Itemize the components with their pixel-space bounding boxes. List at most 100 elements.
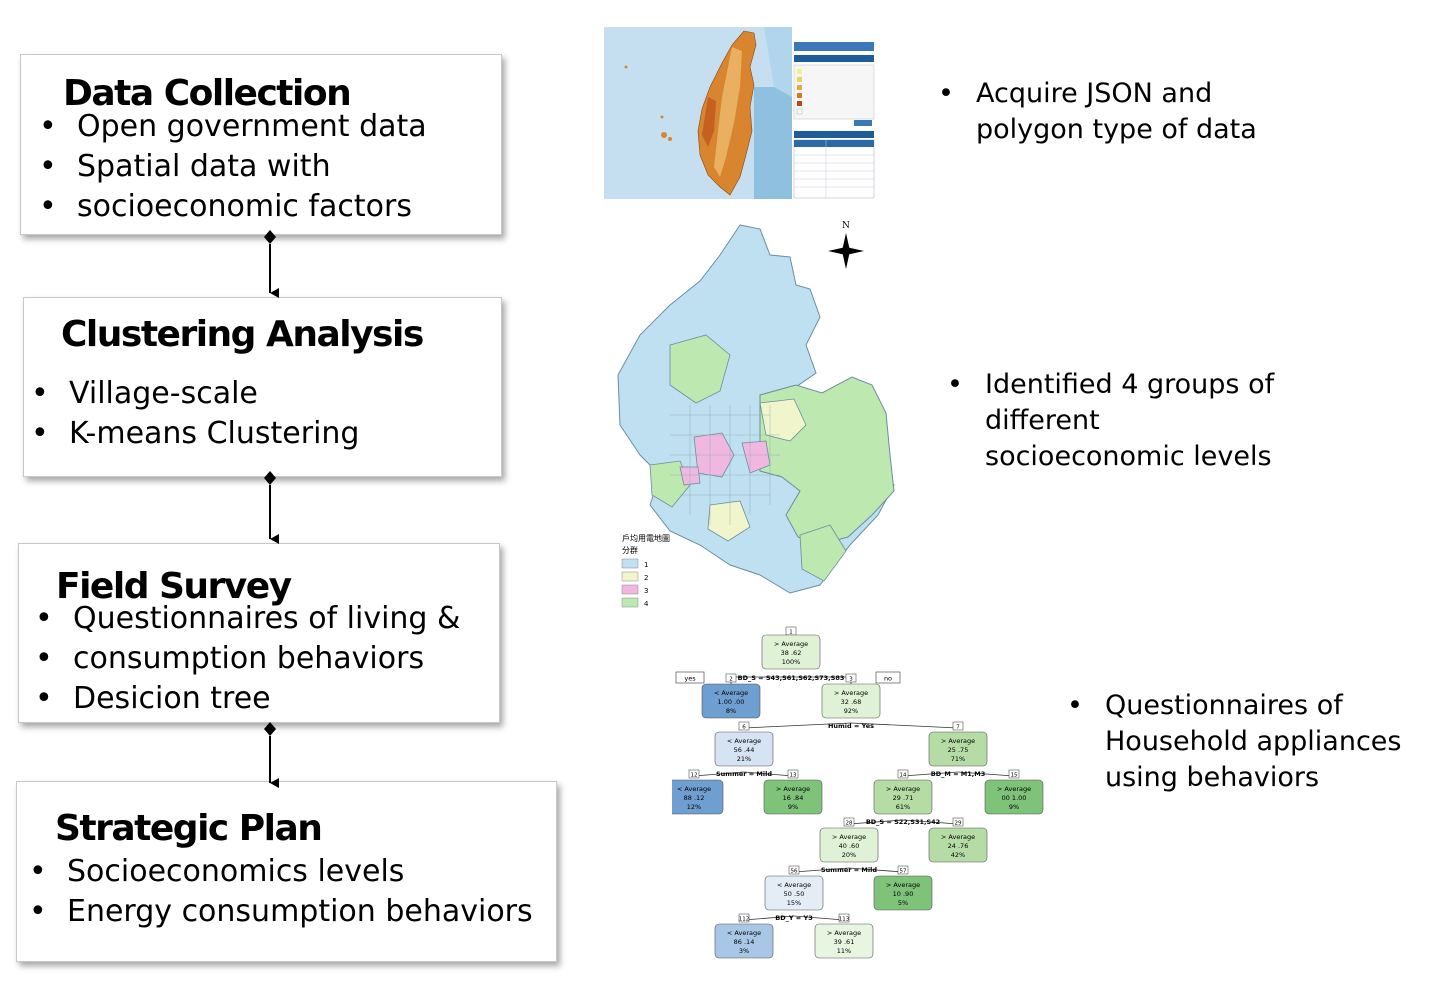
note-line-continuation: Household appliances [1105,726,1402,757]
step-bullets: Questionnaires of living & consumption b… [35,599,460,719]
legend-title: 戶均用電地圖 [622,533,670,543]
note-groups: Identified 4 groups of different socioec… [947,367,1274,475]
svg-text:9%: 9% [788,803,798,811]
step-bullets: Socioeconomics levels Energy consumption… [29,852,533,932]
svg-text:112: 112 [739,917,750,923]
svg-text:yes: yes [684,675,696,683]
svg-text:71%: 71% [951,755,965,763]
step-title: Clustering Analysis [61,314,424,355]
step-box-field-survey: Field Survey Questionnaires of living & … [18,543,500,723]
svg-text:12%: 12% [687,803,701,811]
legend-item: 1 [644,561,648,569]
svg-text:< Average: < Average [777,881,811,889]
svg-text:32 .68: 32 .68 [841,698,862,706]
svg-text:42%: 42% [951,851,965,859]
svg-text:5%: 5% [898,899,908,907]
split-label: BD_S = S22,S31,S42 [866,818,940,826]
note-line-continuation: socioeconomic levels [985,441,1272,472]
split-label: BD_S = S43,S61,S62,S73,S83 [738,674,845,682]
svg-text:88 .12: 88 .12 [684,794,705,802]
svg-text:14: 14 [900,773,907,779]
svg-text:> Average: > Average [832,833,866,841]
svg-text:6: 6 [742,725,746,731]
svg-text:100%: 100% [782,658,801,666]
branch-no: no [875,671,901,684]
svg-text:29 .71: 29 .71 [893,794,914,802]
svg-text:no: no [884,675,892,683]
bullet: Socioeconomics levels [29,852,533,892]
svg-text:57: 57 [900,869,907,875]
arrow-1 [264,230,279,298]
north-arrow-icon: N [828,221,864,269]
cluster-map: N 戶均用電地圖 分群 1 2 3 4 [617,221,895,608]
svg-text:28: 28 [846,821,853,827]
svg-text:< Average: < Average [727,929,761,937]
step-box-strategic-plan: Strategic Plan Socioeconomics levels Ene… [16,781,557,962]
arrow-2 [264,471,279,544]
svg-text:61%: 61% [896,803,910,811]
svg-text:2: 2 [729,677,733,683]
svg-text:1.00 .00: 1.00 .00 [718,698,745,706]
svg-text:00 1.00: 00 1.00 [1002,794,1027,802]
legend-items: 1 2 3 4 [621,558,649,608]
bullet-continuation: consumption behaviors [35,639,460,679]
svg-text:> Average: > Average [997,785,1031,793]
svg-text:15%: 15% [787,899,801,907]
step-bullets: Open government data Spatial data with s… [39,107,427,227]
svg-text:10 .90: 10 .90 [893,890,914,898]
split-label: Humid = Yes [828,722,874,730]
svg-text:> Average: > Average [886,881,920,889]
svg-text:20%: 20% [842,851,856,859]
legend-item: 4 [644,600,649,608]
arrow-3 [264,722,279,788]
split-label: Summer = Mild [821,866,877,874]
svg-text:24 .76: 24 .76 [948,842,969,850]
step-bullets: Village-scale K-means Clustering [31,374,359,454]
bullet: Open government data [39,107,427,147]
bullet-continuation: socioeconomic factors [39,187,427,227]
bullet: Energy consumption behaviors [29,892,533,932]
svg-text:40 .60: 40 .60 [839,842,860,850]
flow-arrows [264,230,279,788]
svg-text:15: 15 [1011,773,1018,779]
svg-text:92%: 92% [844,707,858,715]
svg-text:> Average: > Average [776,785,810,793]
svg-text:113: 113 [839,917,850,923]
svg-text:29: 29 [955,821,962,827]
svg-text:1: 1 [789,630,793,636]
split-label: BD_M = M1,M3 [931,770,986,778]
step-title: Strategic Plan [55,808,323,849]
note-line-continuation: different [985,405,1100,436]
legend-subtitle: 分群 [622,545,638,555]
note-line: Questionnaires of [1067,688,1401,724]
note-line: Identified 4 groups of [947,367,1274,403]
branch-yes: yes [675,671,705,684]
svg-text:50 .50: 50 .50 [784,890,805,898]
legend-item: 2 [644,574,648,582]
north-label: N [842,221,850,231]
note-line: Acquire JSON and [938,76,1257,112]
note-line-continuation: using behaviors [1105,762,1320,793]
svg-text:56 .44: 56 .44 [734,746,755,754]
svg-text:> Average: > Average [941,833,975,841]
svg-text:56: 56 [791,869,798,875]
svg-text:> Average: > Average [886,785,920,793]
bullet: K-means Clustering [31,414,359,454]
svg-text:11%: 11% [837,947,851,955]
cluster-region-2 [759,398,807,442]
svg-text:7: 7 [956,725,960,731]
bullet: Questionnaires of living & [35,599,460,639]
